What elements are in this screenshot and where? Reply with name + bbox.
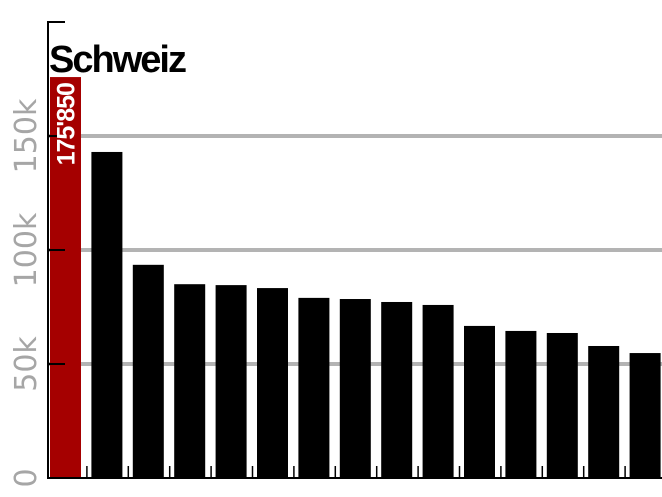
y-tick-label: 50k (9, 336, 44, 392)
bar (215, 285, 247, 478)
y-tick-label: 150k (9, 98, 44, 173)
bar (629, 353, 661, 478)
y-tick-label: 100k (9, 212, 44, 287)
bar (91, 151, 123, 478)
y-axis (47, 21, 662, 479)
highlight-label: Schweiz (49, 39, 186, 81)
bar (546, 332, 578, 478)
bar (422, 304, 454, 478)
bar (588, 345, 620, 478)
bar (298, 297, 330, 478)
bar (174, 284, 206, 478)
highlight-value-label: 175'850 (53, 83, 81, 165)
bar (132, 264, 164, 478)
bar (464, 325, 495, 478)
bar (505, 330, 537, 478)
y-tick-label: 0 (9, 468, 44, 487)
bars (50, 77, 661, 478)
y-tick-labels: 0 50k 100k 150k (9, 98, 44, 487)
bar (257, 288, 288, 478)
bar-highlight (50, 77, 81, 478)
bar (339, 299, 371, 478)
bar (381, 301, 413, 478)
